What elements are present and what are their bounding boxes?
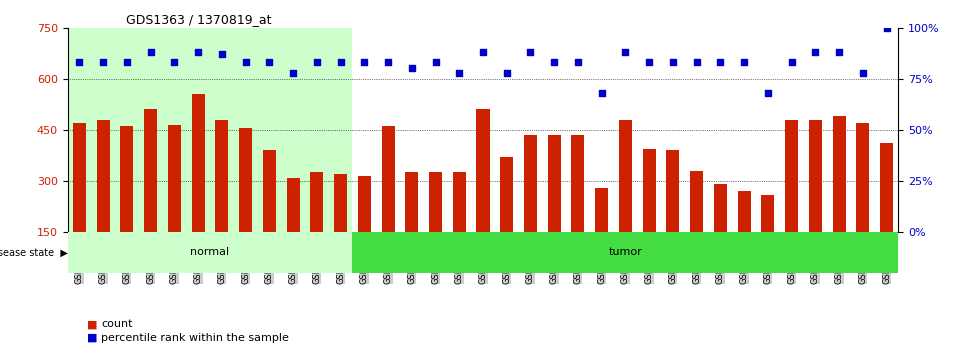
Point bbox=[617, 49, 633, 55]
Text: percentile rank within the sample: percentile rank within the sample bbox=[101, 333, 289, 343]
Bar bbox=[476, 109, 490, 283]
Point bbox=[666, 60, 681, 65]
Point bbox=[689, 60, 704, 65]
Text: disease state  ▶: disease state ▶ bbox=[0, 247, 68, 257]
Point bbox=[404, 66, 419, 71]
Bar bbox=[240, 128, 252, 283]
Point bbox=[238, 60, 253, 65]
Bar bbox=[524, 135, 537, 283]
Bar bbox=[761, 195, 775, 283]
Bar bbox=[880, 144, 893, 283]
Point bbox=[808, 49, 823, 55]
Point bbox=[760, 90, 776, 96]
Point bbox=[879, 25, 895, 30]
Point bbox=[832, 49, 847, 55]
Point bbox=[475, 49, 491, 55]
Text: GDS1363 / 1370819_at: GDS1363 / 1370819_at bbox=[126, 13, 271, 27]
Point bbox=[641, 60, 657, 65]
Point bbox=[594, 90, 610, 96]
Bar bbox=[263, 150, 276, 283]
Bar bbox=[714, 184, 726, 283]
Bar bbox=[572, 135, 584, 283]
Point bbox=[285, 70, 300, 75]
Bar bbox=[382, 126, 394, 283]
Bar bbox=[619, 120, 632, 283]
Point bbox=[214, 51, 230, 57]
Text: ■: ■ bbox=[87, 319, 98, 329]
Bar bbox=[738, 191, 751, 283]
Point bbox=[381, 60, 396, 65]
Bar bbox=[785, 120, 798, 283]
Point bbox=[119, 60, 134, 65]
Point bbox=[570, 60, 585, 65]
Bar bbox=[353, 232, 898, 273]
Point bbox=[333, 60, 349, 65]
Bar bbox=[144, 109, 157, 283]
Point bbox=[428, 60, 443, 65]
Bar bbox=[595, 188, 609, 283]
Bar bbox=[68, 232, 353, 273]
Point bbox=[262, 60, 277, 65]
Bar bbox=[833, 116, 845, 283]
Bar bbox=[353, 28, 898, 232]
Point bbox=[713, 60, 728, 65]
Bar bbox=[168, 125, 181, 283]
Bar bbox=[429, 172, 442, 283]
Bar bbox=[548, 135, 560, 283]
Bar bbox=[357, 176, 371, 283]
Bar bbox=[809, 120, 822, 283]
Text: normal: normal bbox=[190, 247, 230, 257]
Bar bbox=[97, 120, 110, 283]
Point bbox=[71, 60, 87, 65]
Point bbox=[523, 49, 538, 55]
Bar bbox=[500, 157, 513, 283]
Bar bbox=[191, 94, 205, 283]
Bar bbox=[215, 120, 228, 283]
Text: ■: ■ bbox=[87, 333, 98, 343]
Bar bbox=[310, 172, 324, 283]
Point bbox=[190, 49, 206, 55]
Bar bbox=[287, 177, 299, 283]
Bar bbox=[856, 123, 869, 283]
Bar bbox=[334, 174, 347, 283]
Bar bbox=[690, 171, 703, 283]
Point bbox=[547, 60, 562, 65]
Bar bbox=[68, 28, 353, 232]
Bar bbox=[453, 172, 466, 283]
Point bbox=[783, 60, 799, 65]
Point bbox=[309, 60, 325, 65]
Bar bbox=[73, 123, 86, 283]
Point bbox=[143, 49, 158, 55]
Point bbox=[96, 60, 111, 65]
Point bbox=[451, 70, 467, 75]
Bar bbox=[642, 149, 656, 283]
Point bbox=[736, 60, 752, 65]
Bar bbox=[406, 172, 418, 283]
Point bbox=[499, 70, 515, 75]
Text: tumor: tumor bbox=[609, 247, 642, 257]
Text: count: count bbox=[101, 319, 133, 329]
Bar bbox=[121, 126, 133, 283]
Point bbox=[855, 70, 870, 75]
Point bbox=[167, 60, 183, 65]
Point bbox=[356, 60, 372, 65]
Bar bbox=[667, 150, 679, 283]
